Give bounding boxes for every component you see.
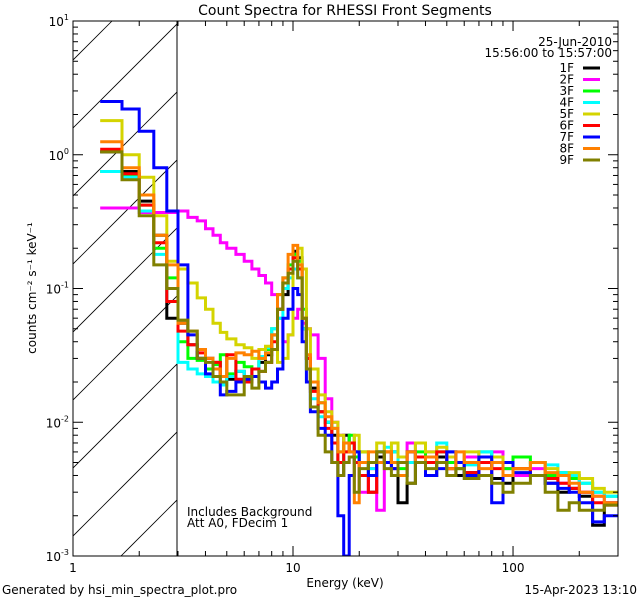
hatch-line <box>73 363 177 469</box>
legend-label: 9F <box>559 153 574 167</box>
hatch-line <box>73 431 177 537</box>
x-tick-label: 10 <box>285 561 300 575</box>
annotation-attenuator: Att A0, FDecim 1 <box>187 516 288 530</box>
y-axis-label: counts cm⁻² s⁻¹ keV⁻¹ <box>25 222 39 354</box>
legend-label: 2F <box>559 73 574 87</box>
hatch-line <box>73 159 177 265</box>
hatch-line <box>73 23 177 129</box>
legend-label: 7F <box>559 130 574 144</box>
footer-generated-by: Generated by hsi_min_spectra_plot.pro <box>2 583 237 597</box>
series-line-6F <box>100 147 618 507</box>
date-label: 25-Jun-2010 <box>538 35 612 49</box>
legend-label: 3F <box>559 84 574 98</box>
y-tick-label: 10-1 <box>46 281 69 297</box>
series-line-5F <box>100 119 618 494</box>
legend-label: 4F <box>559 96 574 110</box>
hatch-line <box>0 0 109 556</box>
y-tick-label: 100 <box>49 147 69 163</box>
hatched-region <box>0 0 640 556</box>
x-tick-label: 1 <box>69 561 77 575</box>
y-tick-label: 10-3 <box>46 548 69 564</box>
legend-label: 5F <box>559 107 574 121</box>
hatch-line <box>73 295 177 401</box>
series-line-8F <box>100 140 618 505</box>
x-axis-label: Energy (keV) <box>306 576 383 590</box>
hatch-line <box>73 21 113 61</box>
chart-title: Count Spectra for RHESSI Front Segments <box>198 3 492 19</box>
annotation-background: Includes Background <box>187 505 312 519</box>
hatch-line <box>257 0 640 556</box>
footer-timestamp: 15-Apr-2023 13:10 <box>524 583 637 597</box>
series-line-9F <box>100 150 618 512</box>
y-tick-label: 101 <box>49 13 69 29</box>
legend-label: 6F <box>559 119 574 133</box>
legend-label: 8F <box>559 142 574 156</box>
y-tick-label: 10-2 <box>46 414 69 430</box>
time-range-label: 15:56:00 to 15:57:00 <box>485 46 612 60</box>
x-tick-label: 100 <box>502 561 525 575</box>
hatch-line <box>73 227 177 333</box>
legend-label: 1F <box>559 61 574 75</box>
